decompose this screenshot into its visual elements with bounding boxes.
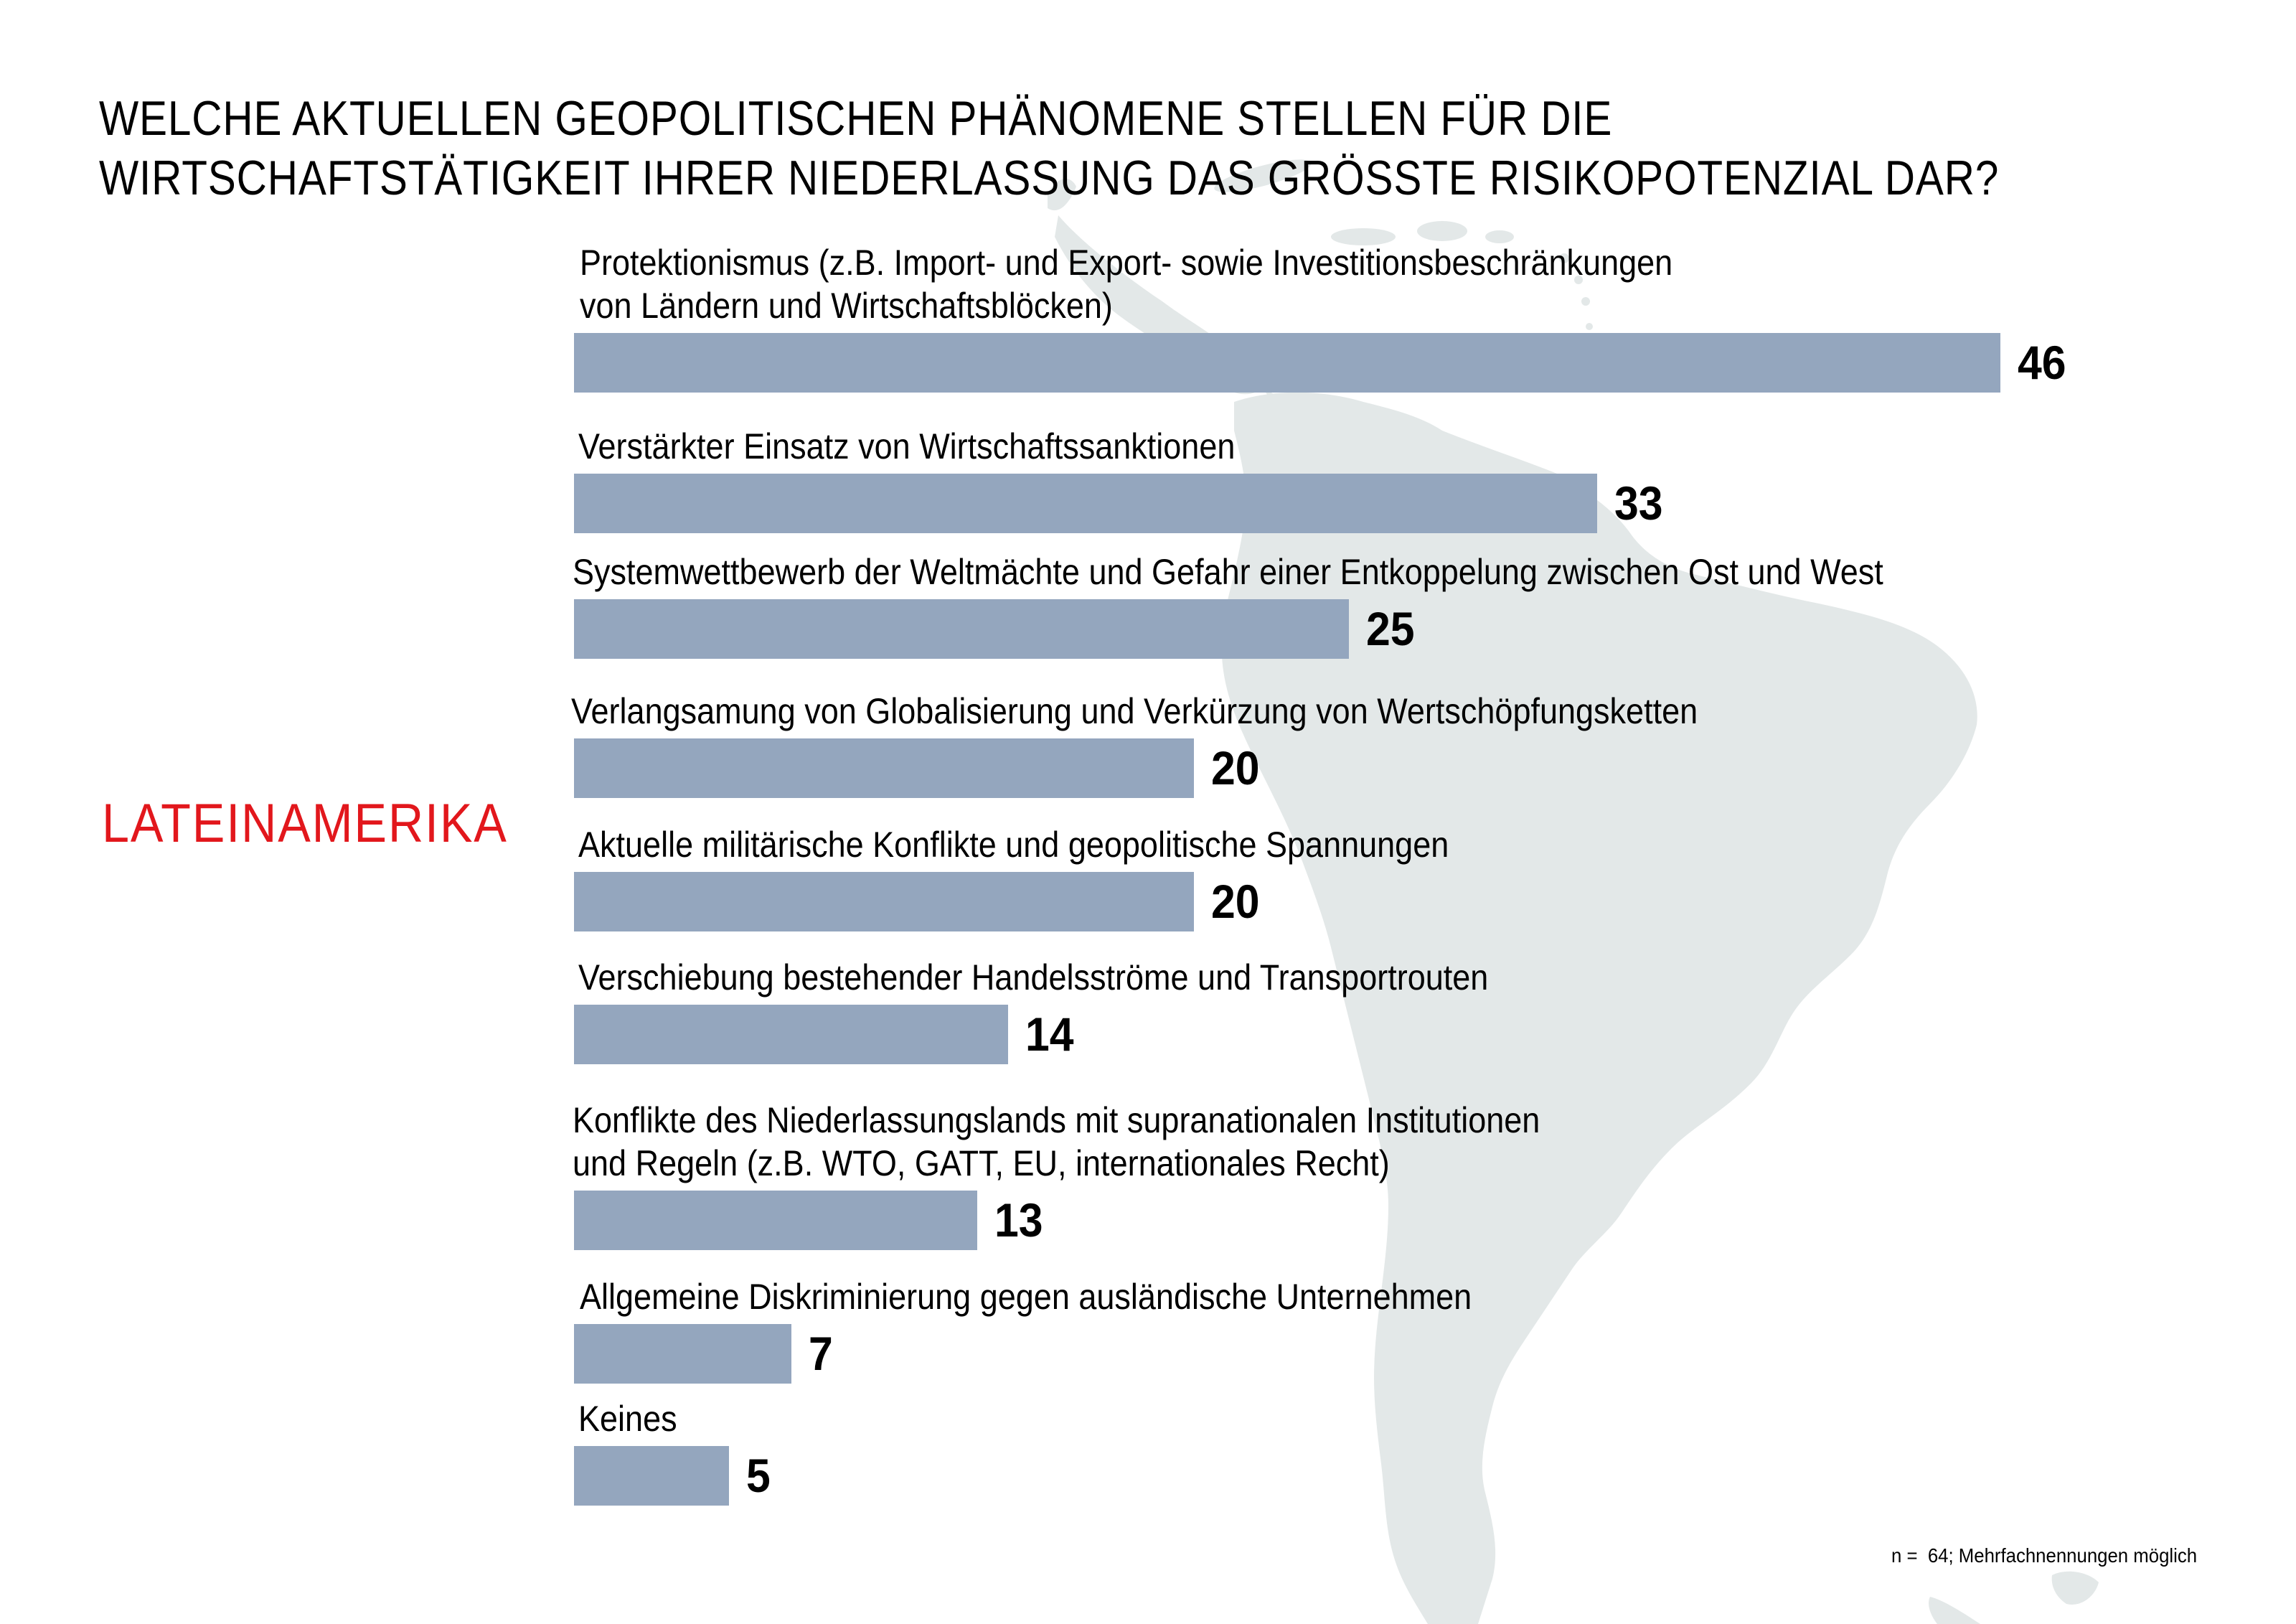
- bar-label-line: Protektionismus (z.B. Import- und Export…: [580, 243, 1673, 283]
- bar-value: 25: [1366, 602, 1415, 655]
- bar-label-line: Allgemeine Diskriminierung gegen ausländ…: [580, 1277, 1472, 1317]
- chart-title-line-1: WELCHE AKTUELLEN GEOPOLITISCHEN PHÄNOMEN…: [99, 91, 1613, 146]
- bar: [574, 872, 1194, 931]
- region-label: LATEINAMERIKA: [102, 793, 508, 854]
- bar-value: 13: [994, 1193, 1043, 1247]
- bar-label-line: Konflikte des Niederlassungslands mit su…: [573, 1100, 1540, 1140]
- bar-label-line: Systemwettbewerb der Weltmächte und Gefa…: [573, 552, 1883, 592]
- bar: [574, 738, 1194, 798]
- bar-value: 20: [1211, 741, 1260, 794]
- bar-label: Verstärkter Einsatz von Wirtschaftssankt…: [578, 425, 1235, 468]
- bar-label: Verlangsamung von Globalisierung und Ver…: [571, 690, 1698, 733]
- bar-value: 14: [1025, 1008, 1074, 1061]
- bar-label: Allgemeine Diskriminierung gegen ausländ…: [580, 1275, 1472, 1318]
- bar-label: Protektionismus (z.B. Import- und Export…: [580, 241, 1672, 327]
- bar-value: 46: [2018, 336, 2066, 389]
- bar-label-line: und Regeln (z.B. WTO, GATT, EU, internat…: [573, 1143, 1390, 1183]
- bar-value: 5: [746, 1449, 771, 1502]
- bar-label-line: von Ländern und Wirtschaftsblöcken): [580, 286, 1113, 326]
- bar-label-line: Verlangsamung von Globalisierung und Ver…: [571, 691, 1698, 731]
- bar: [574, 1446, 729, 1506]
- chart-title: WELCHE AKTUELLEN GEOPOLITISCHEN PHÄNOMEN…: [99, 89, 2000, 208]
- bar: [574, 1005, 1008, 1064]
- bar-label-line: Verschiebung bestehender Handelsströme u…: [578, 957, 1489, 998]
- bar: [574, 1191, 977, 1250]
- bar: [574, 1324, 791, 1384]
- bar-label-line: Verstärkter Einsatz von Wirtschaftssankt…: [578, 426, 1236, 466]
- bar-label-line: Keines: [578, 1399, 677, 1439]
- bar: [574, 333, 2000, 393]
- bar-value: 7: [809, 1327, 833, 1380]
- bar-label: Konflikte des Niederlassungslands mit su…: [573, 1099, 1540, 1185]
- chart-title-line-2: WIRTSCHAFTSTÄTIGKEIT IHRER NIEDERLASSUNG…: [99, 151, 2000, 205]
- footnote: n = 64; Mehrfachnennungen möglich: [1891, 1544, 2198, 1567]
- bar-label: Verschiebung bestehender Handelsströme u…: [578, 956, 1488, 999]
- bar: [574, 474, 1597, 533]
- bar-label: Systemwettbewerb der Weltmächte und Gefa…: [573, 550, 1883, 593]
- bar-value: 20: [1211, 875, 1260, 928]
- bar-value: 33: [1614, 477, 1663, 530]
- bar: [574, 599, 1349, 659]
- bar-label: Keines: [578, 1397, 677, 1440]
- bar-label-line: Aktuelle militärische Konflikte und geop…: [578, 825, 1449, 865]
- bar-label: Aktuelle militärische Konflikte und geop…: [578, 823, 1449, 866]
